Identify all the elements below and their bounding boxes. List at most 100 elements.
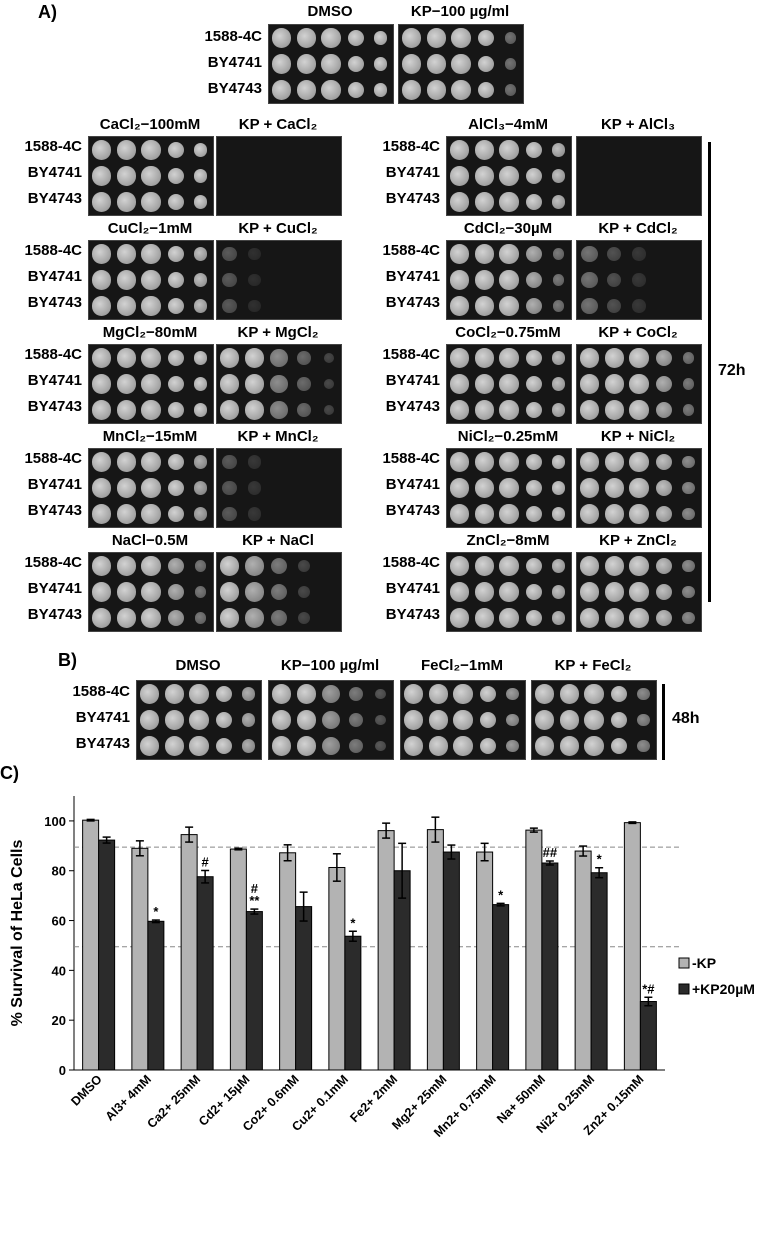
yeast-spot — [474, 452, 494, 472]
yeast-spot — [91, 348, 112, 368]
yeast-spot — [270, 557, 288, 575]
yeast-spot — [141, 270, 161, 290]
yeast-spot — [534, 710, 555, 730]
yeast-spot — [551, 195, 566, 209]
panel-a-time-label: 72h — [718, 362, 746, 379]
yeast-spot — [167, 453, 185, 471]
yeast-spot — [499, 478, 519, 498]
bar-plus-kp — [196, 876, 214, 1071]
significance-marker: * — [498, 887, 504, 902]
yeast-spot — [629, 582, 649, 602]
yeast-spot — [551, 611, 566, 625]
strain-label: BY4743 — [27, 398, 82, 415]
significance-marker: ## — [543, 845, 558, 860]
yeast-spot — [219, 582, 240, 602]
yeast-spot — [655, 583, 673, 601]
bar-minus-kp — [525, 829, 543, 1071]
condition-plate — [88, 344, 214, 424]
yeast-spot — [655, 375, 673, 393]
yeast-spot — [584, 736, 604, 756]
yeast-spot — [167, 245, 185, 263]
yeast-spot — [477, 81, 495, 99]
yeast-spot — [579, 400, 600, 420]
kp-condition-plate — [216, 136, 342, 216]
strain-label: BY4741 — [27, 476, 82, 493]
yeast-spot — [637, 687, 650, 701]
yeast-spot — [91, 582, 112, 602]
legend-swatch — [678, 957, 690, 969]
strain-label: 1588-4C — [382, 346, 440, 363]
yeast-spot — [323, 353, 334, 363]
panel-b-time-bracket — [662, 684, 665, 760]
yeast-spot — [270, 401, 288, 419]
yeast-spot — [167, 505, 185, 523]
bar-minus-kp — [623, 822, 641, 1071]
condition-header: CaCl₂−100mM — [99, 116, 201, 133]
strain-label: BY4741 — [385, 164, 440, 181]
kp-condition-header: KP + NiCl₂ — [600, 428, 676, 445]
yeast-spot — [551, 169, 566, 183]
yeast-spot — [375, 740, 386, 752]
significance-marker: # — [202, 854, 210, 869]
yeast-spot — [451, 80, 471, 100]
yeast-spot — [629, 348, 649, 368]
yeast-spot — [682, 404, 695, 416]
yeast-spot — [551, 455, 566, 469]
yeast-spot — [116, 296, 136, 316]
yeast-spot — [579, 348, 600, 368]
yeast-spot — [499, 296, 519, 316]
strain-label: BY4741 — [385, 580, 440, 597]
condition-plate — [88, 552, 214, 632]
survival-bar-chart: 0 20 40 60 80 100 % Survival of HeLa Cells DMSO… — [9, 796, 755, 1140]
panel-a-top-plate — [268, 24, 394, 104]
yeast-spot — [167, 609, 185, 627]
yeast-spot — [499, 166, 519, 186]
yeast-spot — [504, 84, 517, 96]
yeast-spot — [449, 478, 470, 498]
yeast-spot — [449, 452, 470, 472]
strain-label: BY4743 — [385, 606, 440, 623]
y-tick-label: 40 — [52, 963, 66, 978]
bar-plus-kp — [442, 851, 460, 1071]
yeast-spot — [428, 710, 448, 730]
strain-label: 1588-4C — [382, 242, 440, 259]
kp-condition-header: KP + AlCl₃ — [600, 116, 676, 133]
yeast-spot — [193, 377, 208, 391]
yeast-spot — [241, 739, 256, 753]
panel-a-top-plate — [398, 24, 524, 104]
y-tick-label: 100 — [44, 814, 66, 829]
panel-b-label: B) — [58, 650, 77, 670]
kp-condition-header: KP + MgCl₂ — [237, 324, 319, 341]
panel-b-plate — [136, 680, 262, 760]
yeast-spot — [499, 244, 519, 264]
yeast-spot — [116, 166, 136, 186]
yeast-spot — [116, 374, 136, 394]
yeast-spot — [219, 400, 240, 420]
yeast-spot — [682, 585, 695, 599]
x-tick-label: Fe2+ 2mM — [347, 1072, 400, 1125]
yeast-spot — [474, 140, 494, 160]
yeast-spot — [401, 80, 422, 100]
yeast-spot — [449, 556, 470, 576]
y-tick-label: 80 — [52, 864, 66, 879]
kp-condition-header: KP + CaCl₂ — [238, 116, 318, 133]
yeast-spot — [271, 684, 292, 704]
yeast-spot — [139, 736, 160, 756]
yeast-spot — [193, 481, 208, 495]
yeast-spot — [606, 246, 622, 262]
panel-b-plate — [268, 680, 394, 760]
yeast-spot — [474, 270, 494, 290]
yeast-spot — [189, 736, 209, 756]
condition-header: CoCl₂−0.75mM — [455, 324, 561, 341]
panel-b-header: FeCl₂−1mM — [420, 657, 504, 674]
yeast-spot — [296, 684, 316, 704]
yeast-spot — [296, 710, 316, 730]
yeast-spot — [610, 737, 628, 755]
yeast-spot — [271, 54, 292, 74]
yeast-spot — [247, 455, 261, 469]
yeast-spot — [584, 684, 604, 704]
yeast-spot — [244, 608, 264, 628]
kp-condition-plate — [216, 344, 342, 424]
strain-label: BY4741 — [207, 54, 262, 71]
kp-condition-plate — [216, 552, 342, 632]
